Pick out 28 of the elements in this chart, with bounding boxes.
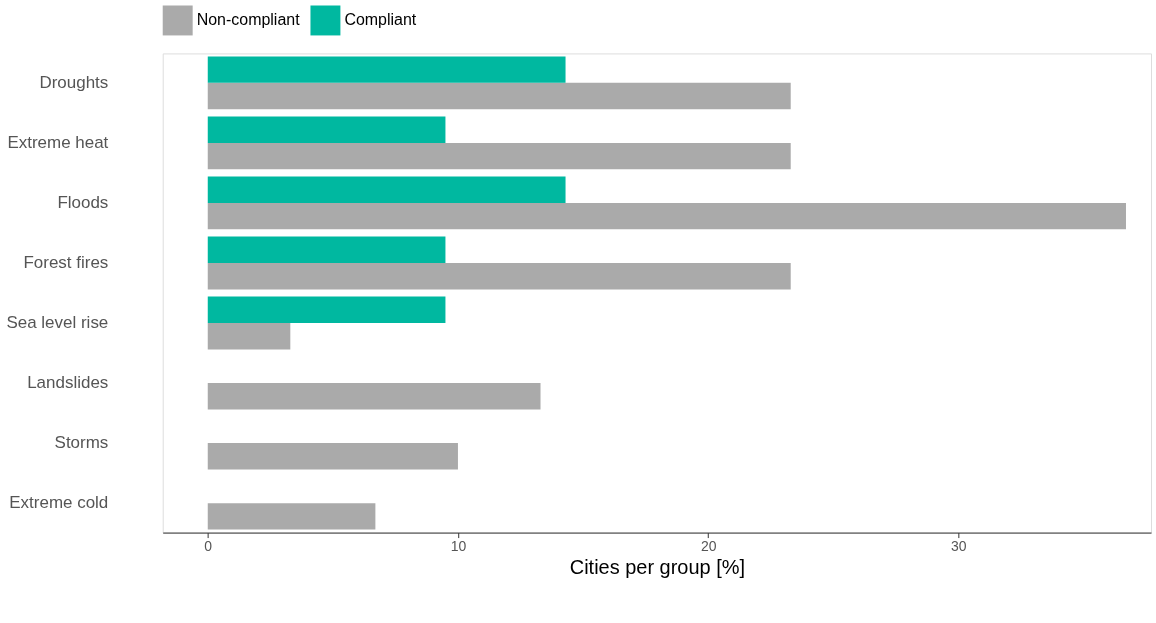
bar — [207, 56, 566, 83]
bar — [207, 236, 446, 263]
bar — [207, 142, 791, 170]
legend-label: Non-compliant — [196, 11, 301, 29]
y-tick-label: Forest fires — [23, 252, 109, 272]
bar — [207, 116, 446, 143]
y-tick-label: Storms — [54, 433, 109, 453]
x-axis-title: Cities per group [%] — [569, 556, 745, 579]
bar — [207, 262, 791, 290]
bar — [207, 296, 446, 324]
bar — [207, 443, 458, 470]
x-tick-label: 10 — [450, 538, 467, 555]
bar — [207, 176, 566, 203]
y-tick-label: Extreme cold — [9, 493, 109, 513]
legend-label: Compliant — [344, 11, 417, 29]
y-tick-label: Extreme heat — [7, 132, 109, 152]
bar — [207, 82, 791, 110]
bar — [207, 202, 1126, 230]
x-tick-label: 0 — [204, 538, 213, 555]
bar — [207, 383, 541, 410]
y-tick-label: Floods — [57, 192, 109, 212]
x-tick-label: 20 — [700, 538, 717, 555]
y-tick-label: Sea level rise — [6, 313, 109, 333]
bar — [207, 503, 376, 530]
x-tick-label: 30 — [951, 538, 967, 555]
y-tick-label: Landslides — [27, 373, 109, 393]
y-tick-label: Droughts — [39, 72, 109, 92]
bar — [207, 323, 291, 350]
